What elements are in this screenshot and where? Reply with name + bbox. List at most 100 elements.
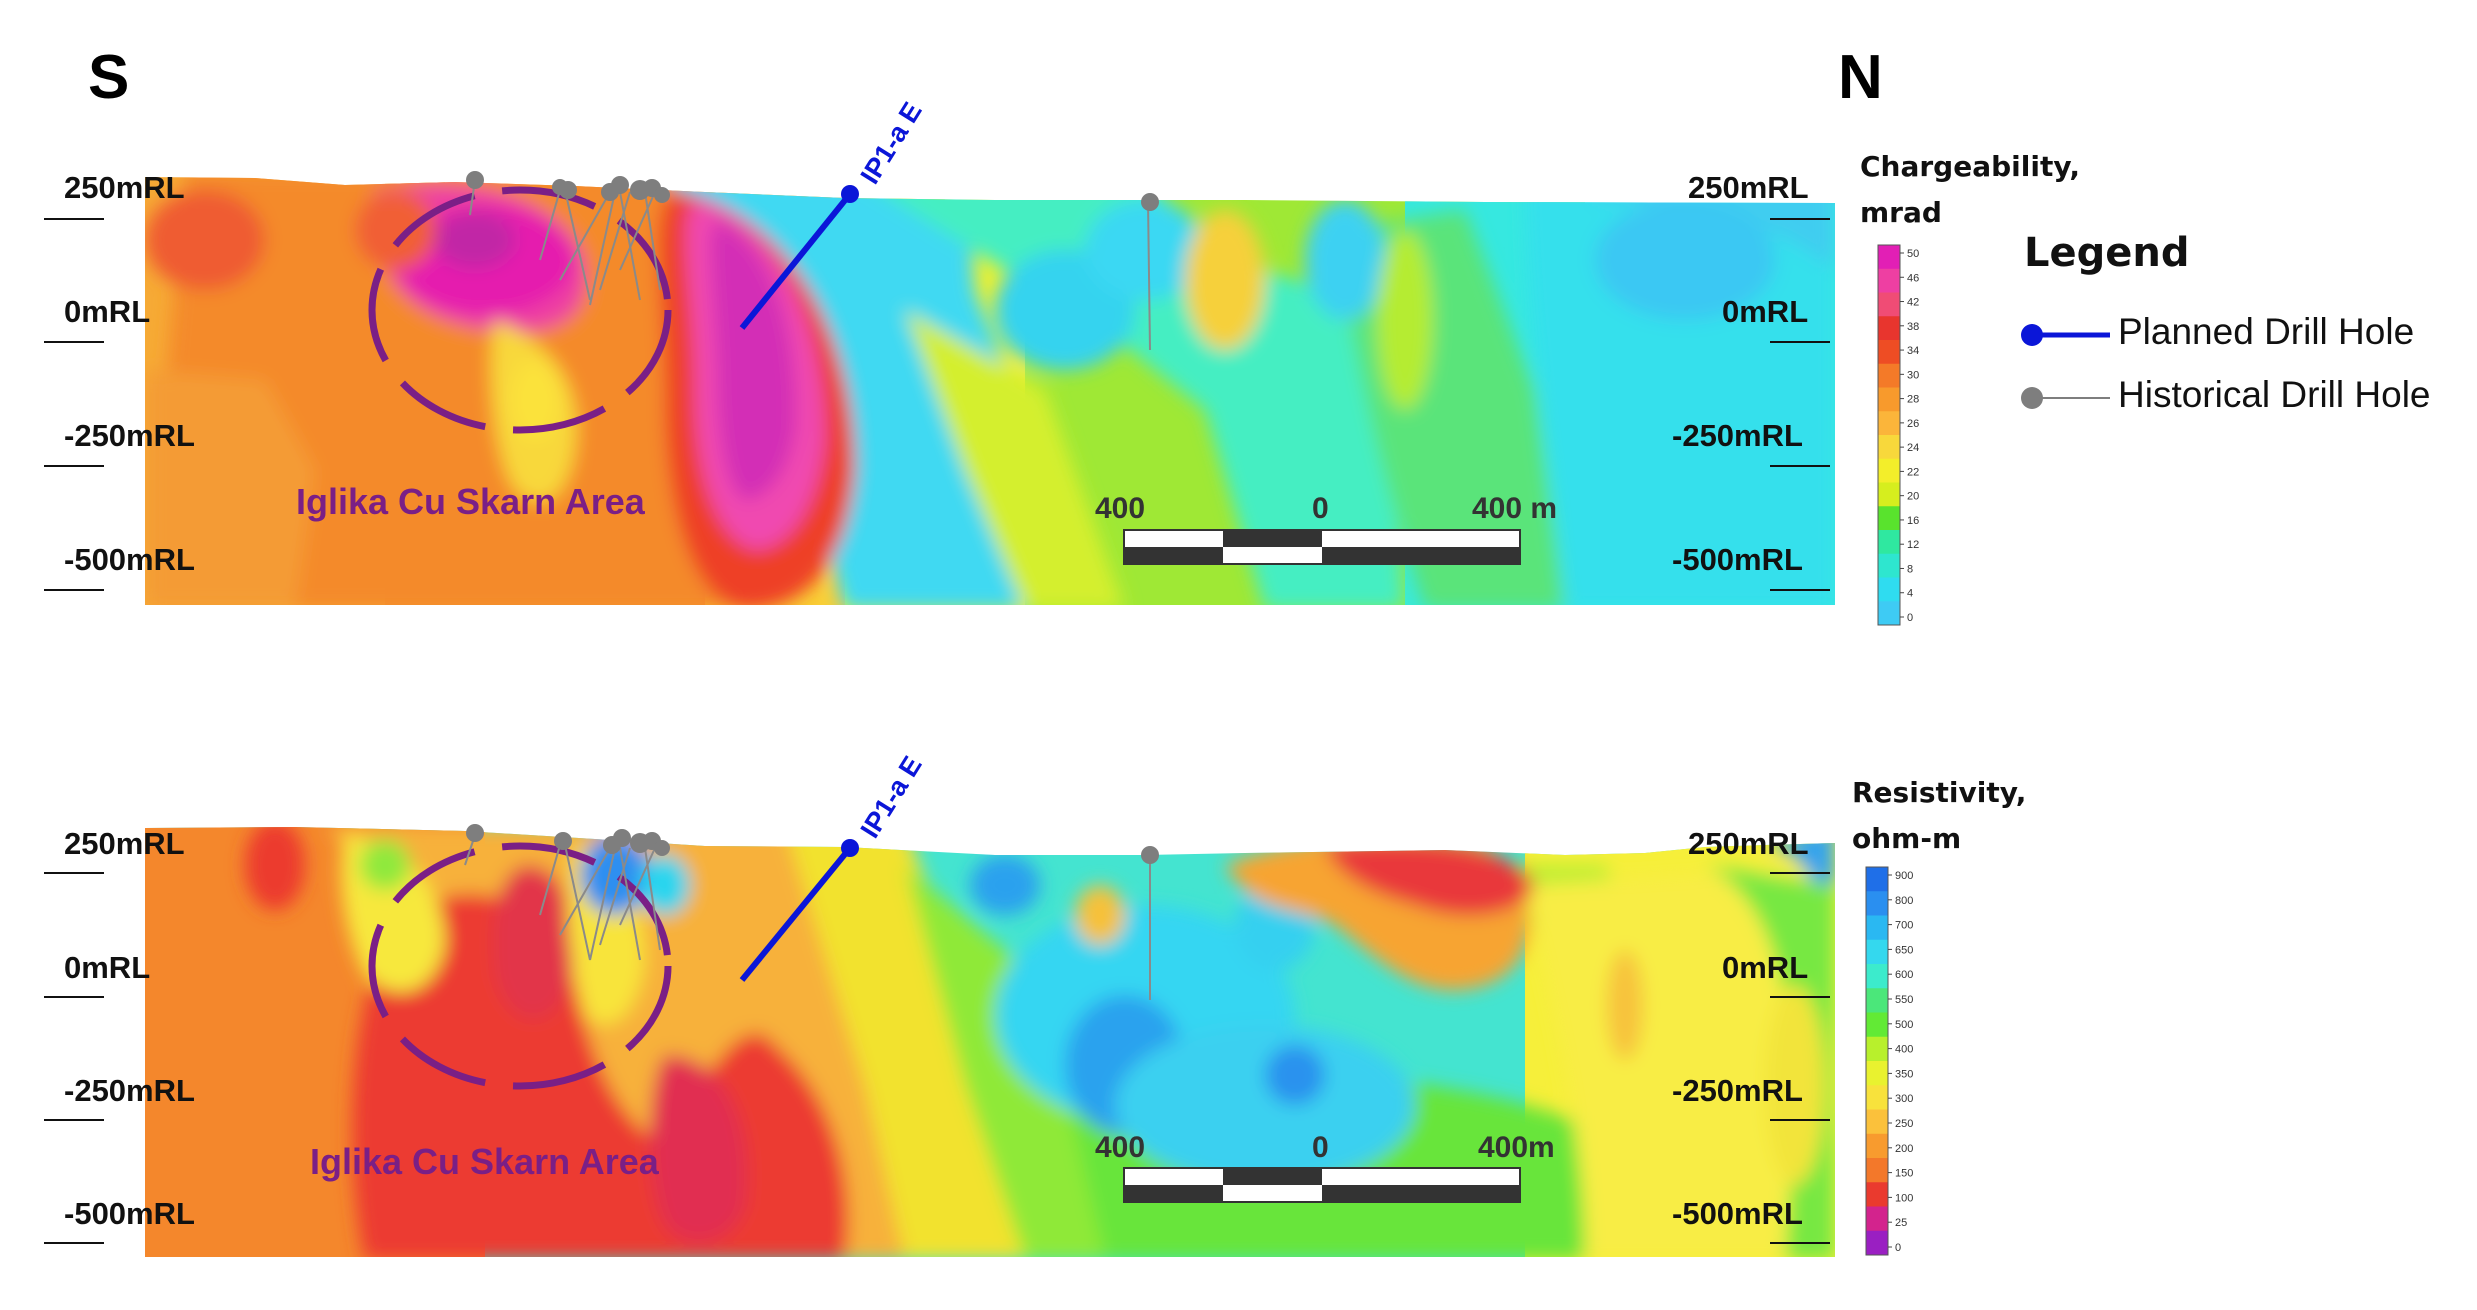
level-label-right-0: 0mRL xyxy=(1722,294,1809,329)
chargeability-colorbar-swatch xyxy=(1878,340,1900,365)
resistivity-colorbar-frame xyxy=(1865,866,1889,1256)
resistivity-colorbar-tick-label: 700 xyxy=(1895,920,1913,932)
resistivity-colorbar-swatch xyxy=(1866,988,1888,1013)
scale-label-right-s2: 400m xyxy=(1478,1131,1555,1164)
planned-hole-label: IP1-a E xyxy=(855,97,928,189)
level-label-left-250: 250mRL xyxy=(64,170,185,205)
planned-drill-hole-symbol xyxy=(2021,324,2110,346)
resistivity-colorbar-tick-label: 400 xyxy=(1895,1044,1913,1056)
chargeability-colorbar-tick-label: 16 xyxy=(1907,515,1919,527)
chargeability-overlay: IP1-a E Iglika Cu Skarn Area 400 0 400 m xyxy=(296,97,1557,565)
level-label-right-minus500: -500mRL xyxy=(1672,542,1803,577)
skarn-area-outline xyxy=(368,186,672,434)
resistivity-colorbar-tick-label: 200 xyxy=(1895,1143,1913,1155)
chargeability-colorbar-swatch xyxy=(1878,601,1900,626)
chargeability-colorbar-tick-label: 42 xyxy=(1907,297,1919,309)
legend-title: Legend xyxy=(2024,230,2190,276)
level-tick-left-250 xyxy=(44,218,104,220)
resistivity-colorbar-tick-label: 350 xyxy=(1895,1068,1913,1080)
chargeability-colorbar-tick-label: 34 xyxy=(1907,345,1919,357)
resistivity-colorbar-swatch xyxy=(1866,1230,1888,1256)
chargeability-colorbar-tick-label: 50 xyxy=(1907,248,1919,260)
resistivity-colorbar-tick-label: 250 xyxy=(1895,1118,1913,1130)
level-tick-right-250 xyxy=(1770,218,1830,220)
chargeability-colorbar-tick-label: 26 xyxy=(1907,418,1919,430)
resistivity-colorbar-swatch xyxy=(1866,939,1888,965)
chargeability-section-image xyxy=(145,177,1835,605)
resistivity-colorbar-tick-label: 800 xyxy=(1895,895,1913,907)
resistivity-colorbar-swatch xyxy=(1866,964,1888,989)
resistivity-colorbar-swatch xyxy=(1866,915,1888,941)
planned-hole-label-s2: IP1-a E xyxy=(855,751,928,843)
planned-drill-hole-collar xyxy=(841,185,859,203)
resistivity-colorbar-swatch xyxy=(1866,891,1888,916)
chargeability-colorbar-tick-label: 4 xyxy=(1907,588,1913,600)
planned-drill-hole-collar-s2 xyxy=(841,839,859,857)
chargeability-colorbar-swatch xyxy=(1878,387,1900,412)
chargeability-colorbar-swatch xyxy=(1878,435,1900,460)
resistivity-colorbar-tick-label: 0 xyxy=(1895,1242,1901,1254)
level-label-left-250-s2: 250mRL xyxy=(64,826,185,861)
chargeability-colorbar-swatch xyxy=(1878,458,1900,483)
scale-label-right: 400 m xyxy=(1472,492,1557,525)
resistivity-colorbar-title: Resistivity, ohm-m xyxy=(1852,776,2027,855)
level-label-left-minus500: -500mRL xyxy=(64,542,195,577)
south-direction-label: S xyxy=(88,43,130,112)
chargeability-colorbar-swatch xyxy=(1878,411,1900,436)
level-tick-right-minus500-s2 xyxy=(1770,1242,1830,1244)
resistivity-colorbar-tick-label: 900 xyxy=(1895,870,1913,882)
historical-drill-hole-label: Historical Drill Hole xyxy=(2118,374,2431,415)
chargeability-colorbar-swatch xyxy=(1878,482,1900,507)
planned-drill-hole-label: Planned Drill Hole xyxy=(2118,311,2415,352)
resistivity-colorbar-swatch xyxy=(1866,867,1888,892)
resistivity-colorbar-tick-label: 300 xyxy=(1895,1093,1913,1105)
chargeability-colorbar-tick-label: 38 xyxy=(1907,321,1919,333)
level-tick-left-minus500-s2 xyxy=(44,1242,104,1244)
skarn-area-label: Iglika Cu Skarn Area xyxy=(296,481,646,522)
skarn-area-outline-s2 xyxy=(368,842,672,1090)
chargeability-colorbar: 50 46 42 38 34 30 28 26 24 22 20 16 12 8 4 0 xyxy=(1877,244,1919,626)
resistivity-colorbar-tick-label: 650 xyxy=(1895,944,1913,956)
level-label-left-minus250-s2: -250mRL xyxy=(64,1073,195,1108)
chargeability-colorbar-swatch xyxy=(1878,363,1900,388)
historical-drill-collars-s2 xyxy=(466,824,1159,864)
historical-drill-holes xyxy=(469,179,1151,351)
level-tick-right-0 xyxy=(1770,341,1830,343)
level-label-left-minus250: -250mRL xyxy=(64,418,195,453)
chargeability-colorbar-title: Chargeability, mrad xyxy=(1860,150,2081,229)
chargeability-colorbar-swatch xyxy=(1878,292,1900,317)
chargeability-colorbar-swatch xyxy=(1878,268,1900,293)
resistivity-colorbar-swatch xyxy=(1866,1061,1888,1086)
level-tick-right-minus250-s2 xyxy=(1770,1119,1830,1121)
resistivity-colorbar-swatch xyxy=(1866,1109,1888,1135)
resistivity-colorbar-swatch xyxy=(1866,1158,1888,1183)
resistivity-colorbar-tick-label: 100 xyxy=(1895,1192,1913,1204)
level-tick-left-0-s2 xyxy=(44,996,104,998)
historical-drill-holes-s2 xyxy=(464,834,1151,1000)
chargeability-colorbar-swatch xyxy=(1878,316,1900,341)
resistivity-colorbar-tick-label: 500 xyxy=(1895,1019,1913,1031)
level-label-left-0-s2: 0mRL xyxy=(64,950,151,985)
chargeability-colorbar-tick-label: 8 xyxy=(1907,563,1913,575)
chargeability-colorbar-tick-label: 20 xyxy=(1907,491,1919,503)
level-tick-right-250-s2 xyxy=(1770,872,1830,874)
resistivity-colorbar-tick-label: 25 xyxy=(1895,1217,1907,1229)
chargeability-colorbar-swatch xyxy=(1878,577,1900,602)
chargeability-colorbar-tick-label: 22 xyxy=(1907,466,1919,478)
chargeability-colorbar-tick-label: 46 xyxy=(1907,272,1919,284)
level-label-right-250: 250mRL xyxy=(1688,170,1809,205)
level-label-left-minus500-s2: -500mRL xyxy=(64,1196,195,1231)
planned-drill-hole-trace-s2 xyxy=(739,846,853,982)
resistivity-colorbar-swatch xyxy=(1866,1133,1888,1159)
skarn-area-label-s2: Iglika Cu Skarn Area xyxy=(310,1141,660,1182)
scale-bar-s2 xyxy=(1123,1167,1521,1203)
level-tick-right-0-s2 xyxy=(1770,996,1830,998)
level-label-right-minus500-s2: -500mRL xyxy=(1672,1196,1803,1231)
level-label-right-250-s2: 250mRL xyxy=(1688,826,1809,861)
historical-drill-hole-symbol xyxy=(2021,387,2110,409)
resistivity-colorbar-tick-label: 600 xyxy=(1895,969,1913,981)
chargeability-colorbar-tick-label: 12 xyxy=(1907,539,1919,551)
level-label-right-minus250-s2: -250mRL xyxy=(1672,1073,1803,1108)
level-tick-left-0 xyxy=(44,341,104,343)
level-tick-left-minus250-s2 xyxy=(44,1119,104,1121)
